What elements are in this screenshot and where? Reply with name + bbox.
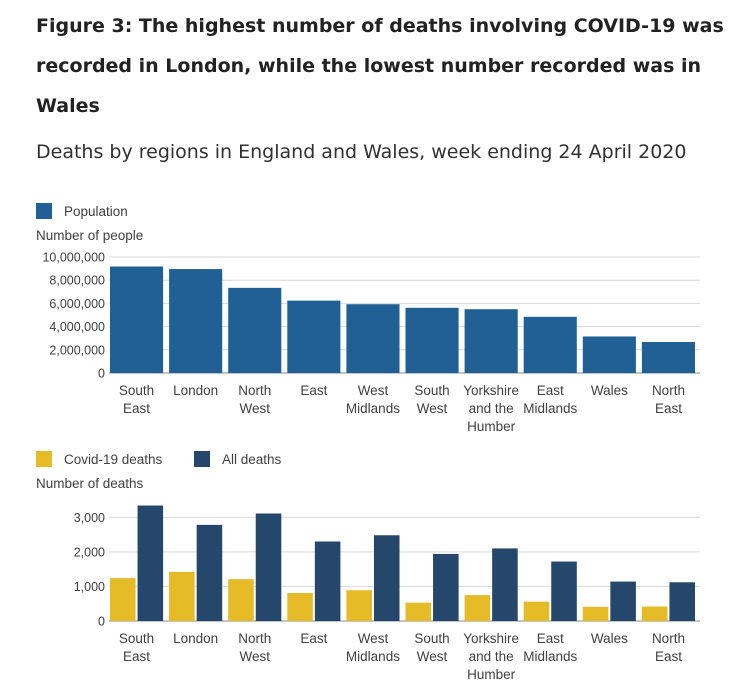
y-tick-label: 3,000 [74,511,105,525]
y-tick-label: 0 [98,367,105,381]
x-category-label: West [239,649,270,664]
y-tick-label: 1,000 [74,580,105,594]
bar [551,561,577,621]
bar [610,581,636,621]
bar [523,601,550,621]
y-tick-label: 2,000 [74,545,105,559]
y-axis-title: Number of people [36,228,143,243]
bar [228,287,282,373]
x-category-label: Midlands [523,401,577,416]
x-category-label: Midlands [346,649,400,664]
y-tick-label: 4,000,000 [49,320,105,334]
x-category-label: West [358,383,389,398]
bar [582,336,636,373]
x-category-label: Humber [467,667,516,682]
bar [405,602,432,621]
y-tick-label: 2,000,000 [49,343,105,357]
legend-swatch [36,203,52,219]
x-category-label: South [119,383,154,398]
x-category-label: South [414,383,449,398]
figure-subtitle: Deaths by regions in England and Wales, … [36,141,687,163]
x-category-label: London [173,631,218,646]
figure-title: Figure 3: The highest number of deaths i… [36,15,724,117]
x-category-label: East [655,649,682,664]
x-category-label: Wales [591,383,628,398]
y-axis-title: Number of deaths [36,476,144,491]
bar [669,582,695,621]
bar [582,606,609,621]
legend-label: Population [64,204,128,219]
bar [641,606,668,621]
bar [314,541,341,621]
x-category-label: East [537,631,564,646]
x-category-label: West [417,401,448,416]
x-category-label: West [358,631,389,646]
x-category-label: East [123,401,150,416]
population-chart: Population Number of people 0 2,000,000 4,00… [36,203,700,434]
bar [287,300,341,373]
legend-label: All deaths [222,452,282,467]
legend-label: Covid-19 deaths [64,452,163,467]
x-category-label: Humber [467,419,516,434]
bar [464,595,491,621]
bar [346,590,372,621]
bar [492,548,518,621]
x-category-label: North [238,383,271,398]
x-category-label: North [652,383,685,398]
x-category-label: East [300,631,327,646]
x-category-label: North [652,631,685,646]
y-tick-label: 10,000,000 [42,251,105,265]
x-category-label: South [119,631,154,646]
x-category-label: North [238,631,271,646]
bar [137,505,164,621]
x-category-label: Midlands [523,649,577,664]
bar [523,316,577,373]
bar [196,524,223,621]
bar [464,309,518,373]
bar [228,579,254,621]
x-category-label: East [123,649,150,664]
bar [110,266,164,373]
bar [110,578,136,621]
bar [169,571,195,621]
bar [346,304,400,373]
legend-swatch [194,451,210,467]
x-category-label: Yorkshire [463,383,519,398]
bar [641,342,695,373]
x-category-label: West [417,649,448,664]
x-category-label: South [414,631,449,646]
legend-swatch [36,451,52,467]
bar [373,535,400,621]
bar [255,513,282,621]
deaths-chart: Covid-19 deaths All deaths Number of death… [36,451,700,682]
y-tick-label: 0 [98,615,105,629]
x-category-label: East [300,383,327,398]
x-category-label: Yorkshire [463,631,519,646]
x-category-label: Wales [591,631,628,646]
y-tick-label: 6,000,000 [49,297,105,311]
x-category-label: and the [469,401,514,416]
x-category-label: East [537,383,564,398]
x-category-label: Midlands [346,401,400,416]
x-category-label: West [239,401,270,416]
bar [287,592,313,621]
x-category-label: East [655,401,682,416]
x-category-label: London [173,383,218,398]
x-category-label: and the [469,649,514,664]
y-tick-label: 8,000,000 [49,274,105,288]
bar [433,553,459,621]
bar [405,307,459,373]
bar [169,269,223,373]
